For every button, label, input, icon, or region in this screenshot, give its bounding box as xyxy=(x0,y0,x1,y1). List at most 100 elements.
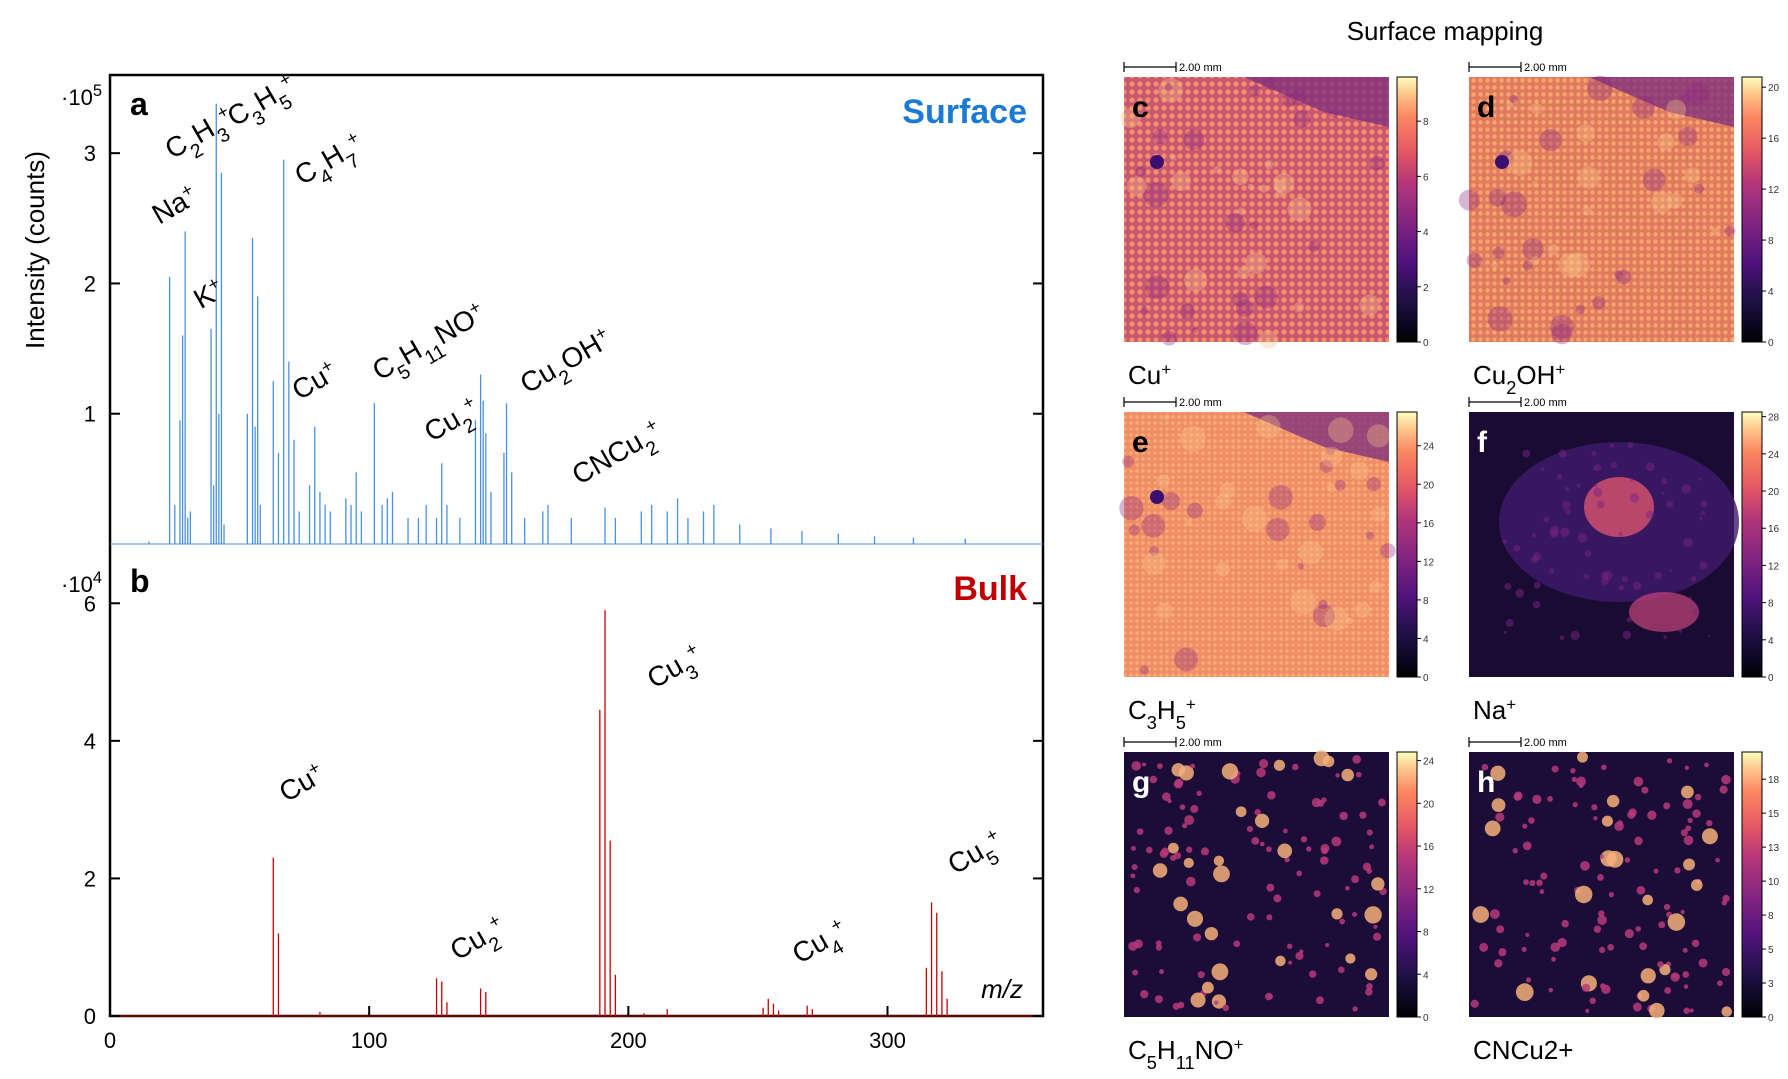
map-feature xyxy=(1558,253,1583,278)
map-spot xyxy=(1202,981,1214,994)
map-spot xyxy=(1337,966,1345,974)
map-feature xyxy=(1522,449,1531,458)
map-feature xyxy=(1142,552,1166,575)
map-spot xyxy=(1599,946,1606,954)
map-feature xyxy=(1724,225,1736,237)
map-letter-e: e xyxy=(1132,426,1149,459)
ytick-label: 1 xyxy=(84,402,96,427)
map-feature xyxy=(1359,294,1381,316)
map-spot xyxy=(1296,870,1303,877)
map-feature xyxy=(1312,604,1336,628)
map-spot xyxy=(1722,894,1730,903)
ion-subscript: 5 xyxy=(1147,1053,1157,1073)
map-feature xyxy=(1139,665,1149,675)
map-spot xyxy=(1721,967,1731,977)
map-spot xyxy=(1589,997,1596,1005)
map-spot xyxy=(1155,940,1162,946)
map-feature xyxy=(1503,630,1507,634)
spectrum-frame xyxy=(108,73,1045,1018)
map-spot xyxy=(1335,773,1340,778)
map-spot xyxy=(1366,868,1372,874)
panel-letter-a: a xyxy=(130,86,148,122)
map-feature xyxy=(1150,155,1164,169)
map-spot xyxy=(1528,817,1535,824)
map-feature xyxy=(1582,205,1593,216)
map-feature xyxy=(1290,588,1317,615)
map-spot xyxy=(1136,828,1144,836)
colorbar-tick-label: 5 xyxy=(1768,945,1774,956)
map-spot xyxy=(1551,765,1559,773)
map-feature xyxy=(1506,101,1514,109)
map-spot xyxy=(1577,751,1588,763)
map-feature xyxy=(1708,634,1711,637)
map-feature xyxy=(1380,543,1396,559)
map-spot xyxy=(1472,906,1490,923)
map-spot xyxy=(1606,794,1620,808)
map-letter-g: g xyxy=(1132,766,1150,799)
map-spot xyxy=(1490,765,1506,781)
ytick-label: 4 xyxy=(84,729,96,754)
map-spot xyxy=(1522,841,1532,851)
map-feature xyxy=(1346,617,1354,624)
map-spot xyxy=(1345,885,1350,891)
map-spot xyxy=(1371,877,1385,891)
ion-subscript: 5 xyxy=(276,91,297,116)
map-spot xyxy=(1142,762,1147,767)
map-panel-c: 2.00 mm c 0 2 4 6 8 Cu+ xyxy=(1120,62,1429,390)
map-feature xyxy=(1264,77,1278,90)
map-feature xyxy=(1274,180,1287,192)
map-feature xyxy=(1135,165,1147,177)
map-spot xyxy=(1689,1008,1694,1013)
map-feature xyxy=(1504,582,1512,590)
map-feature xyxy=(1576,124,1595,143)
annotation-b-0: Cu+ xyxy=(273,757,329,808)
map-spot xyxy=(1352,1006,1358,1012)
map-spot xyxy=(1681,785,1694,799)
colorbar-tick-label: 8 xyxy=(1768,911,1774,922)
colorbar-tick-label: 10 xyxy=(1768,877,1780,888)
map-spot xyxy=(1581,983,1591,992)
map-feature xyxy=(1237,207,1246,215)
map-feature xyxy=(1666,99,1687,120)
map-image xyxy=(1124,77,1389,342)
map-feature xyxy=(1266,517,1290,542)
map-spot xyxy=(1481,763,1489,771)
annotation-b-3: Cu4+ xyxy=(786,913,857,978)
map-spot xyxy=(1682,971,1690,978)
map-spot xyxy=(1557,937,1567,948)
map-spot xyxy=(1674,867,1681,874)
ytick-label: 3 xyxy=(84,141,96,166)
map-spot xyxy=(1213,855,1225,866)
map-spot xyxy=(1597,915,1607,926)
map-spot xyxy=(1494,959,1503,968)
map-feature xyxy=(1141,514,1166,538)
map-feature xyxy=(1249,221,1259,230)
map-feature xyxy=(1268,485,1293,510)
map-feature xyxy=(1282,92,1297,107)
map-feature xyxy=(1275,190,1284,198)
map-spot xyxy=(1591,804,1598,811)
map-spot xyxy=(1617,820,1623,826)
map-spot xyxy=(1154,995,1163,1004)
scale-label: 2.00 mm xyxy=(1524,397,1567,409)
ion-base: CNCu xyxy=(567,426,649,491)
ytick-label: 2 xyxy=(84,866,96,891)
map-feature xyxy=(1219,482,1236,498)
map-feature xyxy=(1645,462,1655,472)
map-feature xyxy=(1276,558,1289,571)
colorbar-tick-label: 18 xyxy=(1768,775,1780,786)
map-letter-f: f xyxy=(1477,426,1488,459)
map-feature xyxy=(1622,630,1631,640)
map-feature xyxy=(1233,321,1258,346)
multiplier-base: ·10 xyxy=(61,85,93,110)
ytick-label: 0 xyxy=(84,1004,96,1029)
map-feature xyxy=(1699,478,1702,481)
ion-charge: + xyxy=(275,68,294,91)
colorbar-tick-label: 20 xyxy=(1423,799,1435,810)
map-feature xyxy=(1505,619,1514,627)
map-feature xyxy=(1259,184,1269,193)
annotation-a-7: Cu2+ xyxy=(418,391,489,456)
scale-label: 2.00 mm xyxy=(1179,397,1222,409)
